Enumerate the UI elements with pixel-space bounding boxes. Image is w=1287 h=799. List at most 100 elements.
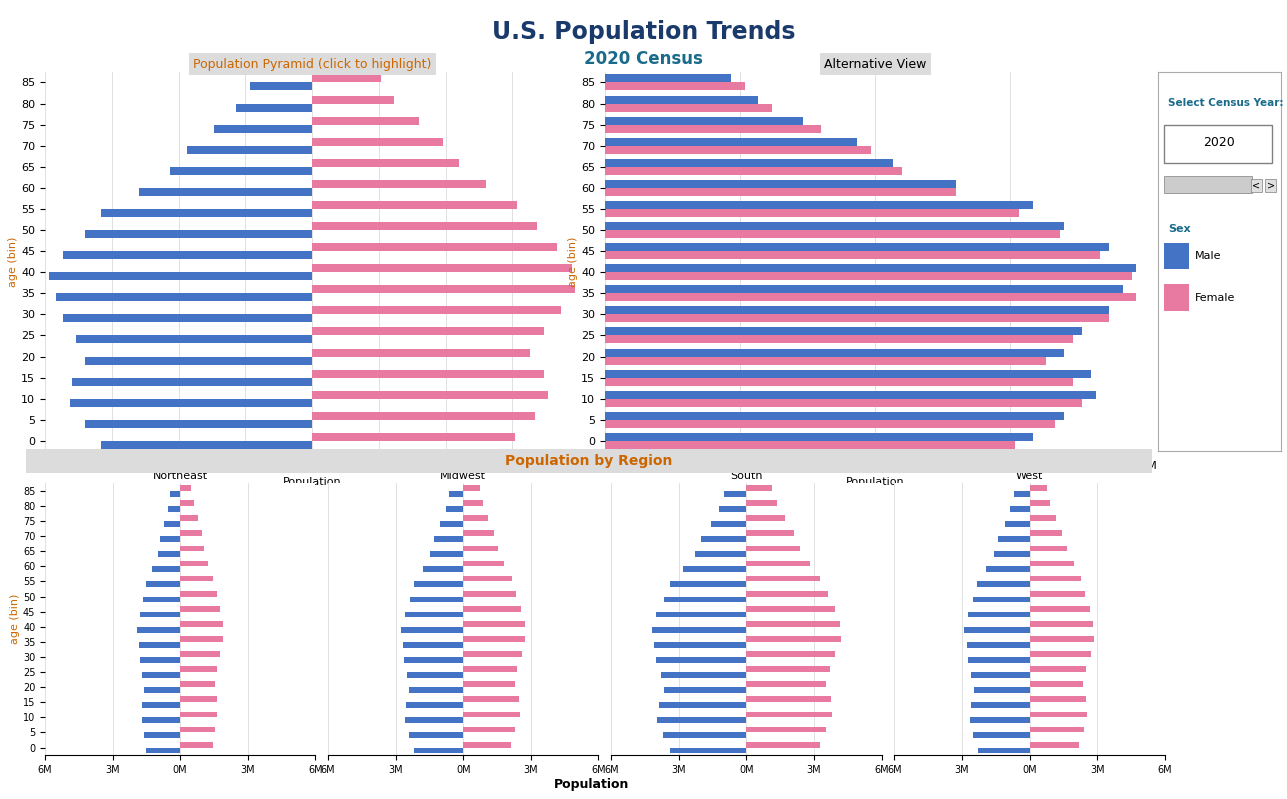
- Bar: [463, 726, 515, 733]
- Bar: [144, 733, 180, 738]
- Bar: [605, 167, 902, 175]
- Bar: [170, 167, 313, 175]
- Bar: [1030, 500, 1050, 506]
- Bar: [605, 348, 1064, 356]
- Bar: [695, 551, 746, 557]
- Bar: [463, 636, 525, 642]
- Bar: [85, 419, 313, 427]
- Bar: [605, 137, 857, 145]
- Bar: [605, 209, 1019, 217]
- Bar: [663, 733, 746, 738]
- Bar: [180, 606, 220, 612]
- Bar: [463, 682, 515, 687]
- Bar: [605, 272, 1131, 280]
- Bar: [404, 612, 463, 618]
- Bar: [180, 651, 220, 657]
- Bar: [1030, 636, 1094, 642]
- Bar: [142, 718, 180, 723]
- Bar: [605, 328, 1082, 336]
- Bar: [978, 748, 1030, 753]
- Bar: [723, 491, 746, 497]
- Bar: [1030, 666, 1086, 672]
- Bar: [605, 336, 1073, 344]
- Bar: [973, 733, 1030, 738]
- Bar: [1030, 682, 1082, 687]
- Bar: [139, 657, 180, 662]
- Bar: [463, 621, 525, 626]
- Bar: [434, 536, 463, 542]
- Bar: [669, 582, 746, 587]
- Bar: [664, 597, 746, 602]
- Bar: [413, 748, 463, 753]
- Bar: [313, 433, 515, 441]
- Title: West: West: [1015, 471, 1044, 481]
- Bar: [157, 551, 180, 557]
- Bar: [402, 626, 463, 633]
- Bar: [605, 356, 1046, 364]
- Text: <: <: [1252, 181, 1260, 191]
- Bar: [63, 314, 313, 323]
- Bar: [463, 712, 520, 718]
- Bar: [313, 222, 537, 230]
- Bar: [147, 748, 180, 753]
- Bar: [1005, 521, 1030, 527]
- Title: Alternative View: Alternative View: [824, 58, 927, 71]
- Bar: [970, 718, 1030, 723]
- Bar: [463, 546, 498, 551]
- X-axis label: Population: Population: [283, 477, 341, 487]
- Bar: [605, 264, 1136, 272]
- Bar: [430, 551, 463, 557]
- Bar: [250, 82, 313, 90]
- Bar: [970, 672, 1030, 678]
- Bar: [1030, 546, 1067, 551]
- Bar: [405, 702, 463, 708]
- Y-axis label: age (bin): age (bin): [9, 237, 18, 287]
- Text: Sex: Sex: [1169, 224, 1190, 234]
- Bar: [970, 702, 1030, 708]
- Bar: [139, 188, 313, 196]
- Bar: [139, 642, 180, 648]
- Bar: [746, 561, 810, 566]
- Text: 2020 Census: 2020 Census: [584, 50, 703, 68]
- Bar: [977, 582, 1030, 587]
- Bar: [746, 712, 831, 718]
- Bar: [746, 651, 835, 657]
- Bar: [1030, 485, 1046, 491]
- Bar: [701, 536, 746, 542]
- Bar: [138, 626, 180, 633]
- Title: Population Pyramid (click to highlight): Population Pyramid (click to highlight): [193, 58, 431, 71]
- Bar: [180, 546, 203, 551]
- Bar: [974, 687, 1030, 693]
- Bar: [313, 411, 534, 419]
- Bar: [997, 536, 1030, 542]
- Bar: [746, 606, 835, 612]
- Bar: [142, 702, 180, 708]
- Bar: [463, 500, 483, 506]
- Bar: [180, 576, 212, 582]
- Bar: [719, 506, 746, 512]
- Bar: [605, 145, 870, 153]
- Bar: [656, 657, 746, 662]
- Bar: [180, 590, 216, 597]
- Bar: [605, 433, 1032, 441]
- Bar: [180, 500, 194, 506]
- Bar: [605, 391, 1097, 399]
- Bar: [1010, 506, 1030, 512]
- Bar: [605, 243, 1109, 251]
- Bar: [605, 370, 1091, 378]
- Text: Select Census Year:: Select Census Year:: [1169, 98, 1283, 109]
- Bar: [237, 104, 313, 112]
- Bar: [605, 96, 758, 104]
- Text: Male: Male: [1194, 251, 1221, 261]
- Text: Population: Population: [555, 778, 629, 791]
- Bar: [1030, 531, 1062, 536]
- Title: Northeast: Northeast: [153, 471, 207, 481]
- Bar: [605, 230, 1059, 238]
- Bar: [407, 672, 463, 678]
- FancyBboxPatch shape: [1165, 284, 1189, 311]
- Bar: [605, 125, 821, 133]
- Bar: [1030, 697, 1086, 702]
- Bar: [313, 328, 543, 336]
- Bar: [160, 536, 180, 542]
- Bar: [313, 159, 459, 167]
